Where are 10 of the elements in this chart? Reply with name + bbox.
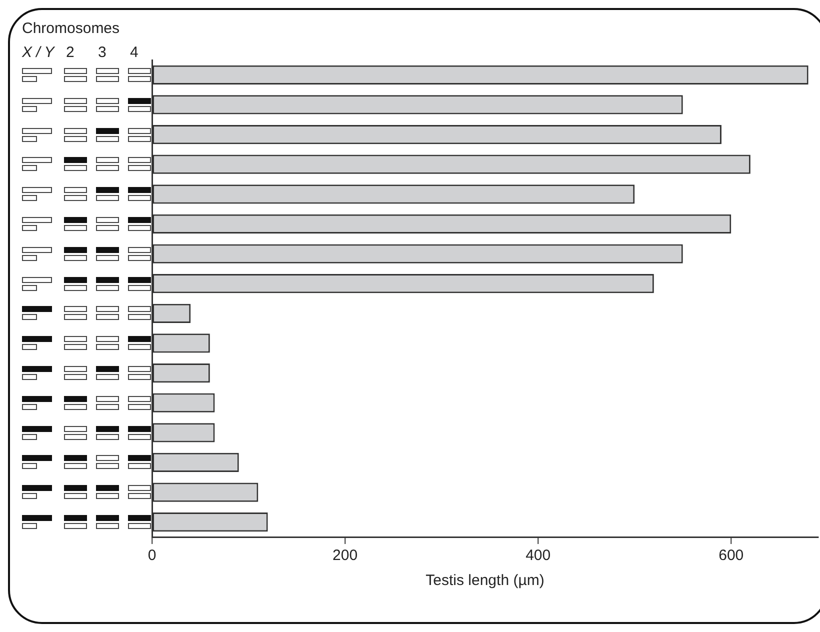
- text: Chromosomes: [22, 20, 120, 37]
- text: 2: [66, 44, 74, 61]
- x-axis-title: Testis length (µm): [426, 572, 544, 590]
- text: 3: [98, 44, 106, 61]
- text: 4: [130, 44, 138, 61]
- x-tick-label: 400: [526, 547, 551, 564]
- x-tick-label: 600: [718, 547, 744, 564]
- text: X / Y: [22, 44, 54, 61]
- x-tick-label: 0: [148, 547, 156, 564]
- x-tick-label: 200: [332, 547, 358, 564]
